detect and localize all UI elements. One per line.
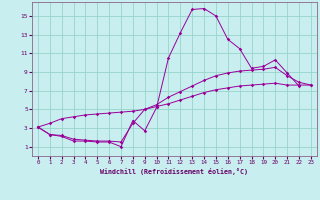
X-axis label: Windchill (Refroidissement éolien,°C): Windchill (Refroidissement éolien,°C) <box>100 168 248 175</box>
